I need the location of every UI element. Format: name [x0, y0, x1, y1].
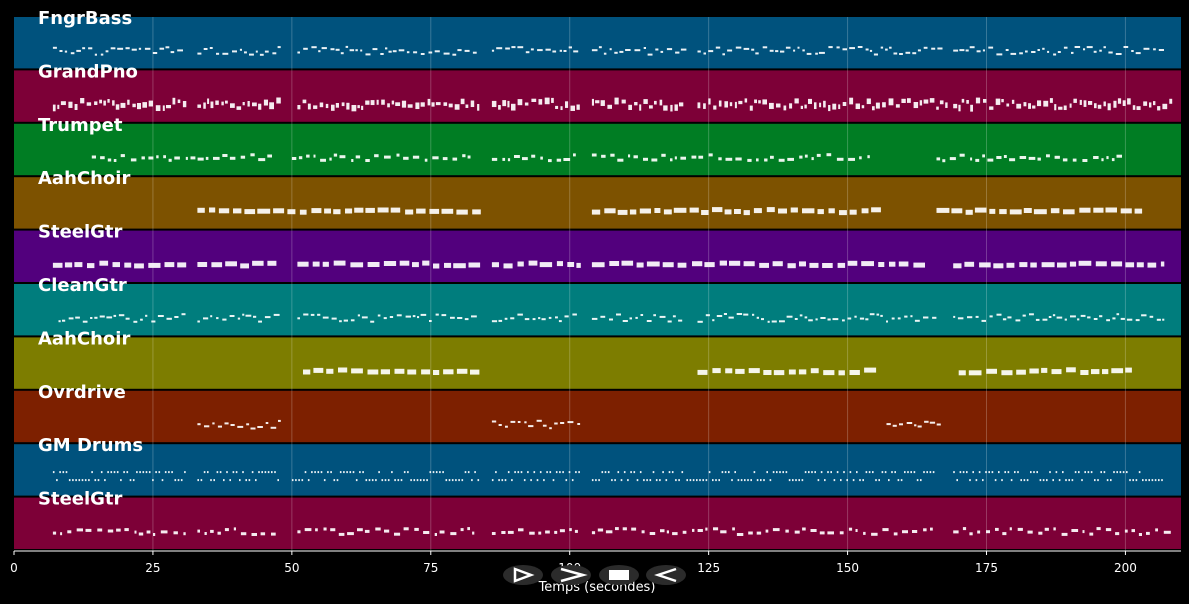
x-tick-label: 125	[697, 561, 720, 575]
x-tick-label: 200	[1114, 561, 1137, 575]
note-cluster	[52, 45, 1164, 56]
track-lane: Ovrdrive	[14, 382, 1181, 443]
track-band	[14, 123, 1181, 176]
track-lane: SteelGtr	[14, 489, 1181, 549]
rewind-button[interactable]	[646, 565, 686, 585]
track-label: SteelGtr	[38, 489, 123, 510]
fast-forward-button[interactable]	[551, 565, 591, 585]
track-label: Trumpet	[38, 115, 123, 136]
grid-lines	[152, 17, 1126, 551]
track-label: SteelGtr	[38, 222, 123, 243]
play-icon	[513, 567, 535, 583]
stop-button[interactable]	[599, 565, 639, 585]
track-label: Ovrdrive	[38, 382, 126, 403]
note-cluster	[58, 313, 1165, 323]
track-lane: GM Drums	[14, 435, 1181, 496]
track-band	[14, 70, 1181, 122]
note-cluster	[52, 527, 1171, 536]
stop-icon	[609, 570, 629, 580]
track-lane: GrandPno	[14, 61, 1181, 122]
track-band	[14, 497, 1181, 549]
note-cluster	[197, 419, 941, 430]
note-cluster	[52, 471, 1163, 482]
track-lane: FngrBass	[14, 8, 1181, 69]
fast-forward-icon	[560, 567, 588, 583]
track-lane: SteelGtr	[14, 222, 1181, 282]
track-band	[14, 284, 1181, 336]
note-cluster	[197, 207, 1143, 216]
x-tick-label: 25	[145, 561, 160, 575]
x-axis-label: Temps (secondes)	[538, 580, 656, 595]
note-cluster	[91, 153, 1122, 163]
x-tick-label: 50	[284, 561, 299, 575]
track-label: AahChoir	[38, 168, 130, 189]
x-tick-label: 175	[975, 561, 998, 575]
track-lane: AahChoir	[14, 328, 1181, 389]
track-band	[14, 444, 1181, 496]
note-cluster	[52, 97, 1173, 112]
x-tick-label: 150	[836, 561, 859, 575]
x-tick-label: 75	[423, 561, 438, 575]
track-lane: AahChoir	[14, 168, 1181, 229]
track-lane: CleanGtr	[14, 275, 1181, 336]
track-band	[14, 337, 1181, 389]
track-label: GM Drums	[38, 435, 143, 456]
track-label: GrandPno	[38, 61, 138, 82]
note-cluster	[52, 260, 1165, 269]
note-cluster	[303, 367, 1132, 376]
track-band	[14, 177, 1181, 229]
track-band	[14, 230, 1181, 282]
track-label: AahChoir	[38, 328, 130, 349]
x-tick-label: 0	[10, 561, 18, 575]
tracks: FngrBass GrandPno Trumpet AahChoir SteelGtr C…	[14, 8, 1181, 549]
track-label: FngrBass	[38, 8, 132, 29]
track-band	[14, 390, 1181, 443]
play-button[interactable]	[503, 565, 543, 585]
track-label: CleanGtr	[38, 275, 127, 296]
rewind-icon	[654, 567, 677, 583]
track-band	[14, 17, 1181, 69]
track-lane: Trumpet	[14, 115, 1181, 176]
transport-controls	[503, 565, 686, 585]
